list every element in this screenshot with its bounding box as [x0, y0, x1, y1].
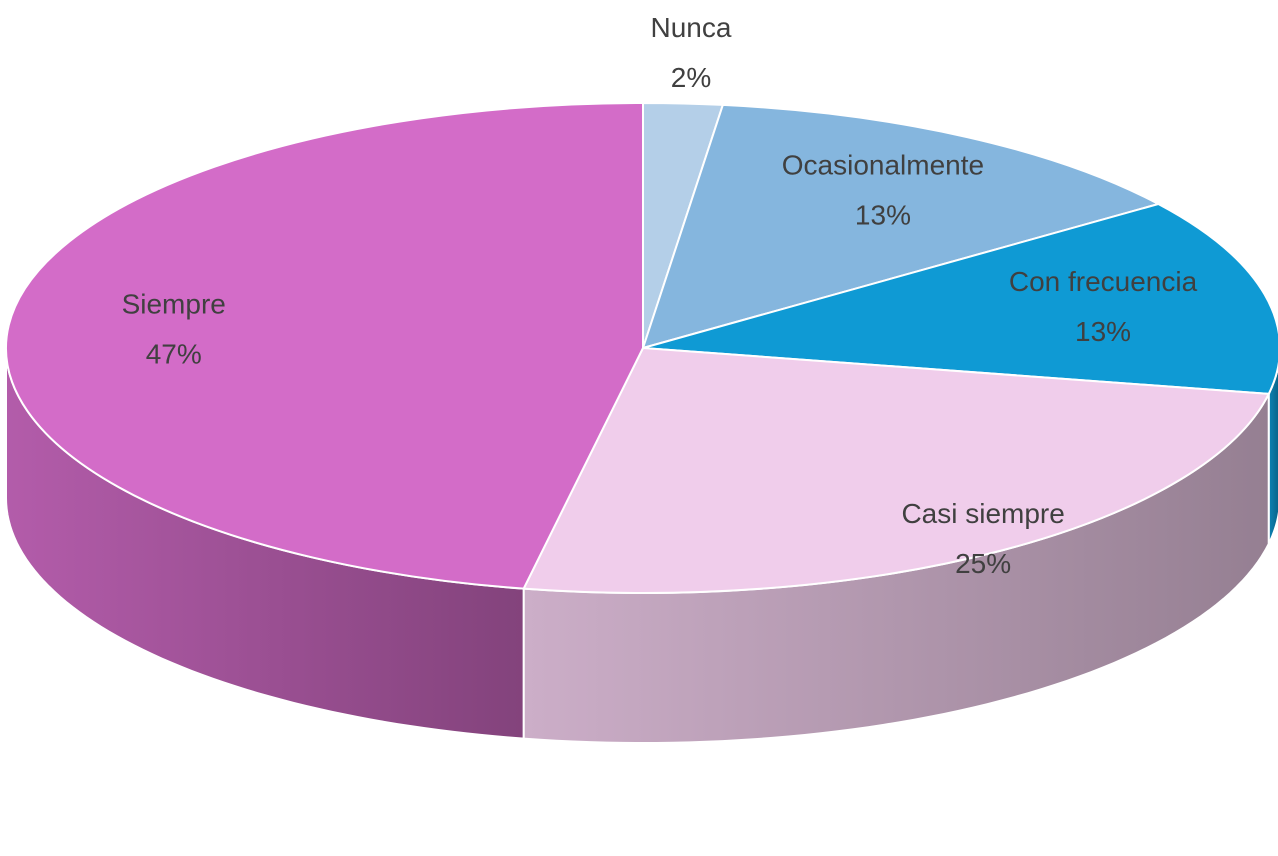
pie-slice: [5, 101, 644, 590]
pie-slice: [641, 103, 1162, 350]
pie-slice: [642, 202, 1278, 395]
slice-value-label: 2%: [671, 62, 711, 93]
slice-label: Siempre: [122, 288, 226, 319]
slice-label: Con frecuencia: [1009, 266, 1198, 297]
slice-label: Nunca: [651, 12, 732, 43]
slice-label: Ocasionalmente: [782, 149, 984, 180]
slice-value-label: 13%: [855, 199, 911, 230]
slice-value-label: 47%: [146, 338, 202, 369]
slice-value-label: 25%: [955, 548, 1011, 579]
pie-slice: [522, 346, 1271, 594]
slice-label: Casi siempre: [901, 498, 1064, 529]
slice-value-label: 13%: [1075, 316, 1131, 347]
